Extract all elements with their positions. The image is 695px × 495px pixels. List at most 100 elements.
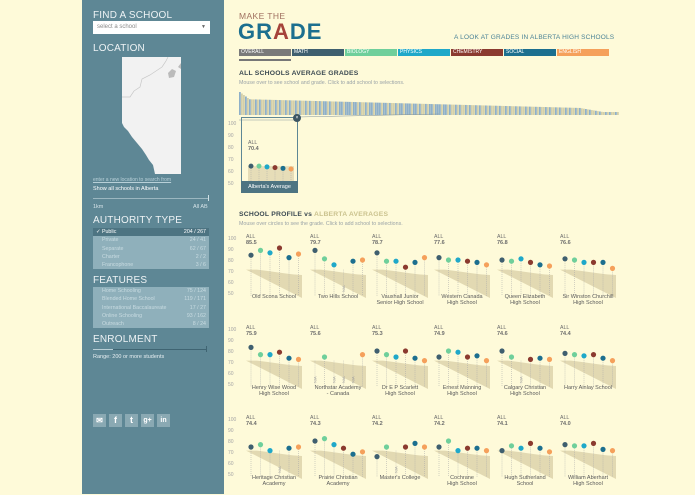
grade-dot[interactable] <box>350 451 356 457</box>
authority-item-charter[interactable]: Charter 2 / 2 <box>102 253 206 260</box>
grade-dot[interactable] <box>571 352 578 358</box>
grade-dot[interactable] <box>581 353 587 359</box>
grade-dot[interactable] <box>590 259 597 265</box>
grade-dot[interactable] <box>483 358 490 364</box>
tab-chemistry[interactable]: CHEMISTRY <box>451 49 503 56</box>
grade-dot[interactable] <box>412 440 418 446</box>
school-name[interactable]: Old Scona School <box>251 294 297 300</box>
grade-dot[interactable] <box>257 352 264 358</box>
facebook-icon[interactable]: f <box>109 414 122 427</box>
grade-dot[interactable] <box>286 355 292 361</box>
linkedin-icon[interactable]: in <box>157 414 170 427</box>
grade-dot[interactable] <box>402 348 409 354</box>
grade-dot[interactable] <box>412 259 418 265</box>
feature-item-ib[interactable]: International Baccalaureate 17 / 27 <box>102 304 206 311</box>
show-all-schools[interactable]: Show all schools in Alberta <box>93 186 159 192</box>
grade-dot[interactable] <box>436 255 442 261</box>
google-plus-icon[interactable]: g+ <box>141 414 154 427</box>
feature-item-outreach[interactable]: Outreach 8 / 24 <box>102 321 206 328</box>
grade-dot[interactable] <box>609 358 616 364</box>
grade-dot[interactable] <box>590 440 597 446</box>
school-card[interactable]: ALL 75.9 Henry Wise Wood High School <box>246 325 302 405</box>
school-name[interactable]: Heritage Christian Academy <box>251 475 297 488</box>
grade-dot[interactable] <box>257 442 264 448</box>
grade-dot[interactable] <box>295 356 302 362</box>
school-name[interactable]: Cochrane High School <box>447 475 477 488</box>
enrolment-slider-handle[interactable] <box>206 346 207 352</box>
grade-dot[interactable] <box>609 265 616 271</box>
grade-dot[interactable] <box>562 256 568 262</box>
authority-item-francophone[interactable]: Francophone 3 / 6 <box>102 262 206 269</box>
grade-dot[interactable] <box>474 353 480 359</box>
distance-slider-handle[interactable] <box>208 195 209 201</box>
alberta-map[interactable] <box>122 57 181 174</box>
school-card[interactable]: ALL 74.3 Prairie Christian Academy <box>310 415 366 495</box>
grade-dot[interactable] <box>483 262 490 268</box>
location-link[interactable]: enter a new location to search from <box>93 177 172 183</box>
grade-dot[interactable] <box>248 252 254 258</box>
enrolment-slider[interactable] <box>93 349 206 350</box>
school-name[interactable]: Queen Elizabeth High School <box>504 294 546 307</box>
school-name[interactable]: Ernest Manning High School <box>442 385 482 398</box>
grade-dot[interactable] <box>267 448 273 454</box>
grade-dot[interactable] <box>508 354 515 360</box>
grade-dot[interactable] <box>421 444 428 450</box>
grade-dot[interactable] <box>464 354 471 360</box>
grade-dot[interactable] <box>527 356 534 362</box>
grade-dot[interactable] <box>609 448 616 454</box>
school-card[interactable]: ALL 74.2 Cochrane High School <box>434 415 490 495</box>
grade-dot[interactable] <box>600 259 606 265</box>
grade-dot[interactable] <box>331 442 337 448</box>
grade-dot[interactable] <box>527 259 534 265</box>
grade-dot[interactable] <box>321 354 328 360</box>
school-name[interactable]: Sir Winston Churchill High School <box>562 294 614 307</box>
authority-item-private[interactable]: Private 24 / 41 <box>102 237 206 244</box>
grade-dot[interactable] <box>600 446 606 452</box>
grade-dot[interactable] <box>331 262 337 268</box>
grade-dot[interactable] <box>359 257 366 263</box>
school-card[interactable]: ALL 77.6 Western Canada High School <box>434 234 490 314</box>
school-card[interactable]: N/A ALL 74.6 Calgary Christian High School <box>497 325 553 405</box>
grade-dot[interactable] <box>518 445 524 451</box>
grade-dot[interactable] <box>474 445 480 451</box>
grade-dot[interactable] <box>499 257 505 263</box>
school-card[interactable]: ALL 75.3 Dr E P Scarlett High School <box>372 325 428 405</box>
grade-dot[interactable] <box>508 258 515 264</box>
school-card[interactable]: ALL 74.1 Hugh Sutherland School <box>497 415 553 495</box>
school-name[interactable]: Dr E P Scarlett High School <box>381 385 419 398</box>
school-card[interactable]: N/A ALL 79.7 Two Hills School <box>310 234 366 314</box>
grade-dot[interactable] <box>445 348 452 354</box>
school-name[interactable]: Harry Ainlay School <box>564 385 612 391</box>
school-name[interactable]: Hugh Sutherland School <box>504 475 546 488</box>
grade-dot[interactable] <box>286 255 292 261</box>
school-name[interactable]: Calgary Christian High School <box>503 385 547 398</box>
school-card[interactable]: N/A ALL 74.4 Heritage Christian Academy <box>246 415 302 495</box>
grade-dot[interactable] <box>359 449 366 455</box>
grade-dot[interactable] <box>464 445 471 451</box>
grade-dot[interactable] <box>537 355 543 361</box>
grade-dot[interactable] <box>499 448 505 454</box>
grade-dot[interactable] <box>340 445 347 451</box>
school-card[interactable]: N/A N/A N/A N/A ALL 75.6 Northstar Academy - Ca… <box>310 325 366 405</box>
grade-dot[interactable] <box>402 444 409 450</box>
grade-dot[interactable] <box>312 438 318 444</box>
grade-dot[interactable] <box>321 436 328 442</box>
grade-dot[interactable] <box>546 356 553 362</box>
school-name[interactable]: Vauxhall Junior Senior High School <box>376 294 424 307</box>
tab-english[interactable]: ENGLISH <box>557 49 609 56</box>
school-name[interactable]: Northstar Academy - Canada <box>314 385 362 398</box>
school-name[interactable]: William Aberhart High School <box>567 475 609 488</box>
school-card[interactable]: ALL 76.6 Sir Winston Churchill High School <box>560 234 616 314</box>
grade-dot[interactable] <box>581 259 587 265</box>
grade-dot[interactable] <box>359 352 366 358</box>
school-name[interactable]: Prairie Christian Academy <box>318 475 358 488</box>
authority-item-public[interactable]: ✓ Public 204 / 267 <box>93 228 209 237</box>
twitter-icon[interactable]: t <box>125 414 138 427</box>
grade-dot[interactable] <box>248 444 254 450</box>
grade-dot[interactable] <box>546 263 553 269</box>
school-name[interactable]: Western Canada High School <box>441 294 483 307</box>
tab-social[interactable]: SOCIAL <box>504 49 556 56</box>
grade-dot[interactable] <box>537 445 543 451</box>
distance-slider[interactable] <box>93 198 209 199</box>
grade-dot[interactable] <box>257 247 264 253</box>
